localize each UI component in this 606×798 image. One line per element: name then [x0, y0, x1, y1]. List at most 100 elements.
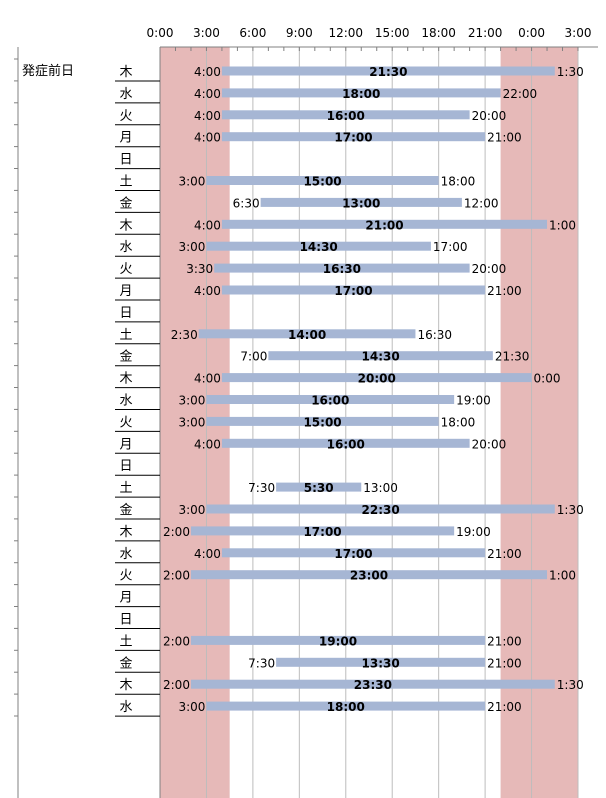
sleep-range-bar — [206, 504, 555, 514]
day-label: 木 — [119, 372, 132, 387]
bar-start-label: 4:00 — [194, 372, 221, 386]
sleep-range-bar — [276, 482, 362, 492]
bar-start-label: 4:00 — [194, 87, 221, 101]
sleep-range-bar — [276, 657, 486, 667]
x-tick-label: 15:00 — [375, 26, 410, 40]
day-label: 火 — [119, 262, 132, 277]
bar-end-label: 18:00 — [441, 175, 476, 189]
sleep-range-bar — [206, 416, 439, 426]
bar-end-label: 21:30 — [495, 350, 530, 364]
x-tick-label: 21:00 — [468, 26, 503, 40]
bar-start-label: 2:00 — [163, 569, 190, 583]
day-label: 土 — [119, 634, 132, 649]
bar-mid-label: 14:30 — [362, 350, 400, 364]
bar-start-label: 4:00 — [194, 547, 221, 561]
bar-mid-label: 16:00 — [327, 437, 365, 451]
bar-start-label: 3:00 — [178, 240, 205, 254]
day-label: 水 — [119, 87, 132, 102]
sleep-range-bar — [221, 285, 486, 295]
bar-mid-label: 13:00 — [342, 196, 380, 210]
bar-end-label: 1:30 — [557, 65, 584, 79]
day-label: 木 — [119, 218, 132, 233]
bar-start-label: 2:00 — [163, 525, 190, 539]
bar-end-label: 21:00 — [487, 284, 522, 298]
day-label: 木 — [119, 678, 132, 693]
bar-mid-label: 17:00 — [334, 131, 372, 145]
day-label: 月 — [119, 591, 132, 606]
day-label: 日 — [119, 613, 132, 628]
day-label: 土 — [119, 328, 132, 343]
bar-start-label: 7:30 — [248, 656, 275, 670]
bar-end-label: 21:00 — [487, 700, 522, 714]
bar-mid-label: 16:00 — [311, 394, 349, 408]
bar-start-label: 2:30 — [171, 328, 198, 342]
sleep-range-bar — [190, 635, 486, 645]
sleep-range-bar — [214, 263, 470, 273]
bar-start-label: 4:00 — [194, 218, 221, 232]
day-label: 木 — [119, 65, 132, 80]
bar-start-label: 6:30 — [233, 196, 260, 210]
bar-mid-label: 18:00 — [342, 87, 380, 101]
day-label: 日 — [119, 153, 132, 168]
bar-end-label: 1:00 — [549, 218, 576, 232]
x-tick-label: 6:00 — [239, 26, 266, 40]
sleep-range-bar — [268, 351, 493, 361]
bar-end-label: 1:30 — [557, 678, 584, 692]
bar-mid-label: 15:00 — [303, 415, 341, 429]
bar-end-label: 21:00 — [487, 131, 522, 145]
bar-mid-label: 16:30 — [323, 262, 361, 276]
bar-end-label: 1:00 — [549, 569, 576, 583]
bar-mid-label: 20:00 — [358, 372, 396, 386]
night-shade-region-2 — [500, 47, 578, 798]
day-label: 金 — [119, 655, 132, 671]
bar-start-label: 3:30 — [186, 262, 213, 276]
bar-end-label: 0:00 — [534, 372, 561, 386]
bar-start-label: 7:30 — [248, 481, 275, 495]
bar-end-label: 12:00 — [464, 196, 499, 210]
sleep-range-bar — [221, 548, 486, 558]
bar-start-label: 3:00 — [178, 394, 205, 408]
bar-mid-label: 17:00 — [334, 547, 372, 561]
sleep-range-bar — [221, 66, 555, 76]
sleep-range-bar — [221, 132, 486, 142]
x-tick-label-layer: 0:00 3:00 6:00 9:00 12:00 15:00 18:00 21:00 0:00… — [147, 26, 592, 40]
bar-start-label: 7:00 — [240, 350, 267, 364]
sleep-range-bar — [221, 373, 532, 383]
bar-mid-label: 21:30 — [369, 65, 407, 79]
bar-end-label: 13:00 — [363, 481, 398, 495]
day-label: 水 — [119, 700, 132, 715]
x-tick-label: 9:00 — [286, 26, 313, 40]
sleep-range-bar — [221, 438, 470, 448]
bar-end-label: 20:00 — [472, 109, 507, 123]
bar-start-label: 4:00 — [194, 284, 221, 298]
bar-mid-label: 22:30 — [362, 503, 400, 517]
bar-start-label: 4:00 — [194, 131, 221, 145]
day-label: 日 — [119, 459, 132, 474]
bar-mid-label: 14:30 — [300, 240, 338, 254]
day-label: 月 — [119, 437, 132, 452]
bar-start-label: 2:00 — [163, 634, 190, 648]
day-label: 日 — [119, 306, 132, 321]
bar-mid-label: 17:00 — [303, 525, 341, 539]
bar-start-label: 3:00 — [178, 415, 205, 429]
day-label: 火 — [119, 569, 132, 584]
sleep-range-bar — [198, 329, 416, 339]
row-layer: 木 4:00 21:30 1:30 水 4:00 18:00 22:00 火 4:00 16:00 2… — [115, 65, 584, 717]
bar-mid-label: 13:30 — [362, 656, 400, 670]
bar-end-label: 22:00 — [503, 87, 538, 101]
x-tick-label: 3:00 — [565, 26, 592, 40]
x-tick-label: 3:00 — [193, 26, 220, 40]
day-label: 金 — [119, 349, 132, 365]
bar-end-label: 16:30 — [417, 328, 452, 342]
bar-end-label: 21:00 — [487, 547, 522, 561]
bar-end-label: 18:00 — [441, 415, 476, 429]
bar-end-label: 19:00 — [456, 394, 491, 408]
day-label: 月 — [119, 131, 132, 146]
bar-mid-label: 18:00 — [327, 700, 365, 714]
sleep-range-bar — [190, 679, 555, 689]
bar-start-label: 2:00 — [163, 678, 190, 692]
day-label: 月 — [119, 284, 132, 299]
bar-mid-label: 23:30 — [354, 678, 392, 692]
